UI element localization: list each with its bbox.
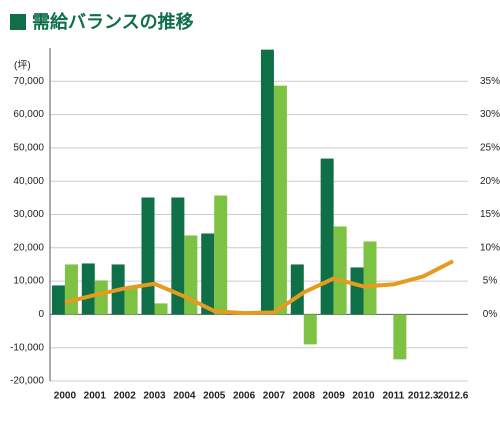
x-tick-label: 2008: [293, 391, 316, 402]
y2-tick-label: 25%: [480, 143, 500, 154]
y2-tick-label: 20%: [480, 176, 500, 187]
bar: [214, 195, 228, 315]
chart-title: 需給バランスの推移: [32, 11, 194, 32]
y2-tick-label: 35%: [480, 76, 500, 87]
bar: [260, 49, 274, 315]
y2-tick-label: 0%: [483, 309, 498, 320]
x-tick-label: 2000: [54, 391, 77, 402]
y2-tick-label: 5%: [483, 276, 498, 287]
bar: [363, 241, 377, 315]
bar: [51, 285, 65, 315]
bar: [64, 264, 78, 315]
x-tick-label: 2002: [114, 391, 137, 402]
x-tick-label: 2012.6: [438, 391, 469, 402]
x-tick-label: 2007: [263, 391, 286, 402]
y2-tick-label: 15%: [480, 209, 500, 220]
bar: [320, 158, 334, 315]
x-tick-label: 2006: [233, 391, 256, 402]
y-tick-label: 30,000: [13, 209, 44, 220]
bar: [124, 286, 138, 315]
bar: [154, 303, 168, 315]
y-tick-label: -20,000: [10, 376, 44, 387]
bar: [201, 233, 215, 315]
x-tick-label: 2005: [203, 391, 226, 402]
x-tick-label: 2003: [143, 391, 166, 402]
x-tick-label: 2009: [323, 391, 346, 402]
title-marker: [10, 14, 26, 30]
x-tick-label: 2010: [352, 391, 375, 402]
x-tick-label: 2011: [383, 391, 405, 402]
y-tick-label: 70,000: [13, 76, 44, 87]
y-tick-label: 20,000: [13, 242, 44, 253]
bar: [94, 280, 108, 315]
bar: [290, 264, 304, 315]
y-tick-label: -10,000: [10, 342, 44, 353]
x-tick-label: 2004: [173, 391, 196, 402]
y-tick-label: 60,000: [13, 109, 44, 120]
bar: [303, 314, 317, 345]
bar: [393, 314, 407, 360]
x-tick-label: 2001: [84, 391, 107, 402]
bar: [273, 85, 287, 315]
y-unit: (坪): [14, 59, 31, 72]
y-tick-label: 40,000: [13, 176, 44, 187]
x-tick-label: 2012.3: [408, 391, 439, 402]
y-tick-label: 50,000: [13, 143, 44, 154]
bar: [141, 197, 155, 315]
y2-tick-label: 30%: [480, 109, 500, 120]
y-tick-label: 0: [38, 309, 44, 320]
line: [64, 259, 454, 316]
y-tick-label: 10,000: [13, 276, 44, 287]
bar: [171, 197, 185, 315]
bar: [333, 226, 347, 315]
bar: [81, 263, 95, 315]
bar: [184, 235, 198, 315]
y2-tick-label: 10%: [480, 242, 500, 253]
bar: [350, 267, 364, 315]
